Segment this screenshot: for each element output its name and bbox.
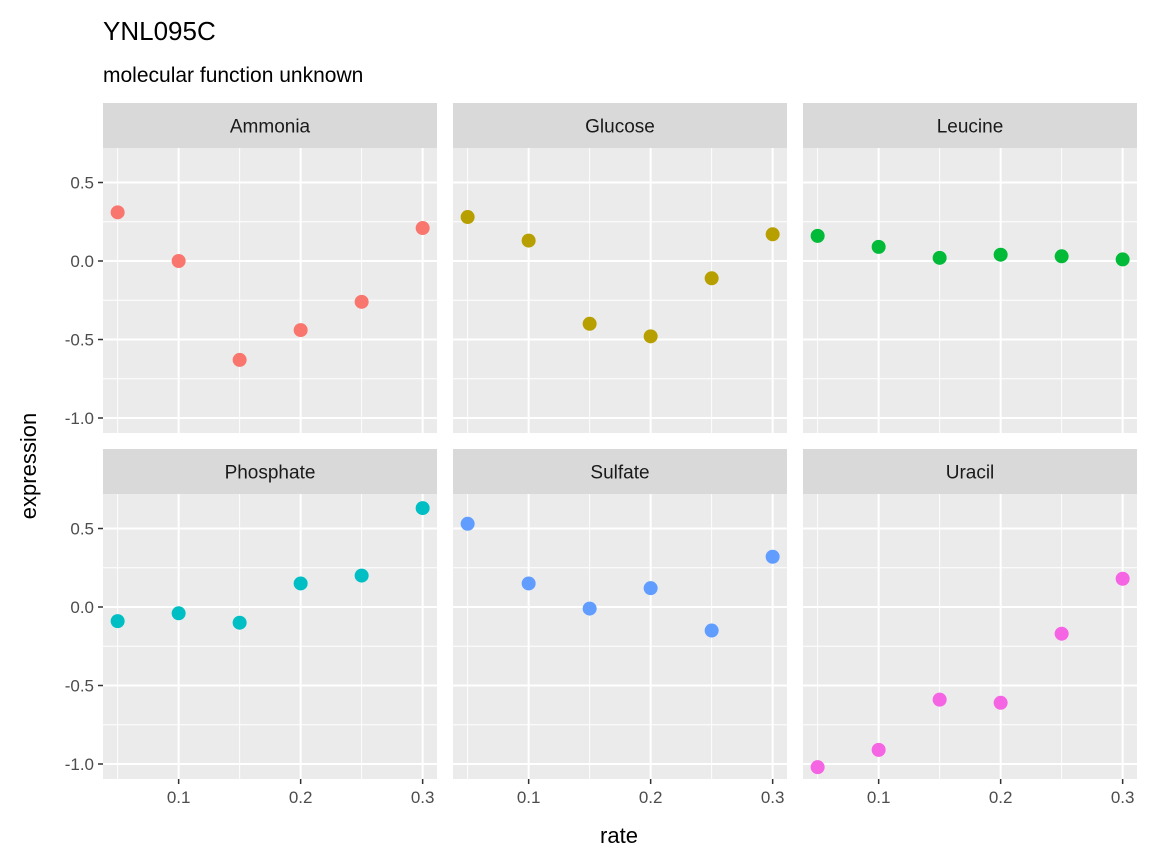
panel-background xyxy=(103,494,437,779)
y-tick-label: -0.5 xyxy=(65,677,94,696)
x-tick-label: 0.3 xyxy=(761,788,785,807)
strip-background xyxy=(803,103,1137,148)
panel-background xyxy=(103,148,437,433)
point-uracil-0 xyxy=(810,760,825,775)
strip-background xyxy=(803,449,1137,494)
facet-ammonia: Ammonia xyxy=(103,103,437,433)
panel-background xyxy=(453,148,787,433)
x-tick-label: 0.2 xyxy=(639,788,663,807)
point-glucose-4 xyxy=(704,271,719,286)
point-leucine-5 xyxy=(1115,252,1130,267)
point-uracil-1 xyxy=(871,742,886,757)
panel-background xyxy=(453,494,787,779)
point-glucose-5 xyxy=(765,227,780,242)
point-glucose-3 xyxy=(643,329,658,344)
point-sulfate-5 xyxy=(765,549,780,564)
x-tick-label: 0.2 xyxy=(289,788,313,807)
y-axes: 0.5 0.0 -0.5 -1.0 0.5 0.0 -0.5 -1.0 xyxy=(65,174,103,774)
point-uracil-4 xyxy=(1054,626,1069,641)
y-tick-label: 0.5 xyxy=(70,174,94,193)
point-ammonia-0 xyxy=(110,205,125,220)
point-phosphate-1 xyxy=(171,606,186,621)
point-glucose-2 xyxy=(582,316,597,331)
point-sulfate-4 xyxy=(704,623,719,638)
point-uracil-5 xyxy=(1115,571,1130,586)
point-uracil-3 xyxy=(993,695,1008,710)
facet-sulfate: Sulfate xyxy=(453,449,787,779)
x-axis-title: rate xyxy=(600,823,638,848)
point-phosphate-2 xyxy=(232,615,247,630)
panel-background xyxy=(803,148,1137,433)
strip-label-sulfate: Sulfate xyxy=(590,463,649,484)
facet-glucose: Glucose xyxy=(453,103,787,433)
point-glucose-0 xyxy=(460,210,475,225)
point-phosphate-3 xyxy=(293,576,308,591)
strip-label-glucose: Glucose xyxy=(585,117,655,138)
chart-subtitle: molecular function unknown xyxy=(103,64,363,87)
point-sulfate-3 xyxy=(643,581,658,596)
facet-leucine: Leucine xyxy=(803,103,1137,433)
point-leucine-1 xyxy=(871,239,886,254)
x-tick-label: 0.1 xyxy=(167,788,191,807)
point-uracil-2 xyxy=(932,692,947,707)
point-ammonia-3 xyxy=(293,323,308,338)
y-axis-title: expression xyxy=(16,413,41,519)
facet-phosphate: Phosphate xyxy=(103,449,437,779)
point-leucine-3 xyxy=(993,247,1008,262)
y-tick-label: 0.0 xyxy=(70,252,94,271)
point-leucine-2 xyxy=(932,250,947,265)
facet-uracil: Uracil xyxy=(803,449,1137,779)
facet-panels: Ammonia Glucose Leucine Phosphate Sulfate Ura… xyxy=(103,103,1137,779)
strip-label-leucine: Leucine xyxy=(937,117,1004,138)
point-leucine-0 xyxy=(810,228,825,243)
strip-label-ammonia: Ammonia xyxy=(230,117,311,138)
x-tick-label: 0.3 xyxy=(411,788,435,807)
point-ammonia-1 xyxy=(171,254,186,268)
point-phosphate-0 xyxy=(110,614,125,629)
point-phosphate-5 xyxy=(415,501,430,516)
y-tick-label: -1.0 xyxy=(65,409,94,428)
y-tick-label: 0.5 xyxy=(70,520,94,539)
point-phosphate-4 xyxy=(354,568,369,583)
x-tick-label: 0.2 xyxy=(989,788,1013,807)
point-leucine-4 xyxy=(1054,249,1069,264)
strip-label-phosphate: Phosphate xyxy=(225,463,316,484)
x-tick-label: 0.1 xyxy=(517,788,541,807)
x-axes: 0.1 0.2 0.3 0.1 0.2 0.3 0.1 0.2 0.3 xyxy=(167,779,1135,807)
y-tick-label: 0.0 xyxy=(70,598,94,617)
strip-label-uracil: Uracil xyxy=(946,463,995,484)
strip-background xyxy=(103,449,437,494)
strip-background xyxy=(453,449,787,494)
x-tick-label: 0.3 xyxy=(1111,788,1135,807)
point-sulfate-1 xyxy=(521,576,536,591)
strip-background xyxy=(103,103,437,148)
point-ammonia-4 xyxy=(354,294,369,309)
point-ammonia-2 xyxy=(232,352,247,367)
point-glucose-1 xyxy=(521,233,536,248)
point-sulfate-2 xyxy=(582,601,597,616)
point-sulfate-0 xyxy=(460,516,475,531)
panel-background xyxy=(803,494,1137,779)
strip-background xyxy=(453,103,787,148)
point-ammonia-5 xyxy=(415,221,430,236)
chart-title: YNL095C xyxy=(103,16,216,46)
y-tick-label: -1.0 xyxy=(65,755,94,774)
y-tick-label: -0.5 xyxy=(65,331,94,350)
x-tick-label: 0.1 xyxy=(867,788,891,807)
